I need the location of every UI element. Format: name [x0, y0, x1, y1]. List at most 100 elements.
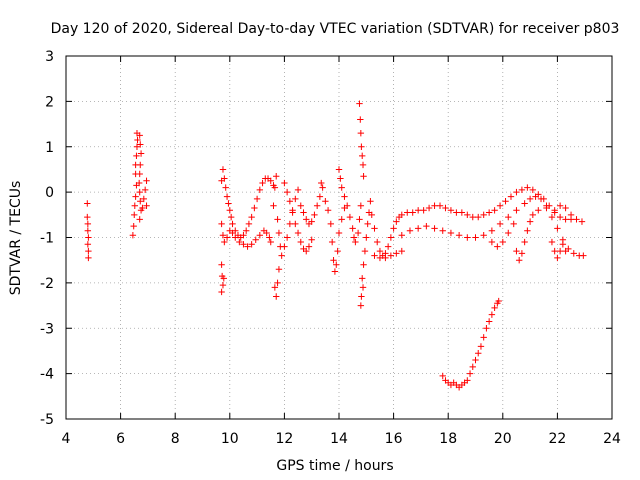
x-tick-label-14: 14 [330, 431, 348, 447]
data-point [458, 209, 466, 216]
data-point [225, 200, 232, 207]
x-tick-label-16: 16 [385, 431, 403, 447]
data-point [505, 213, 512, 221]
data-point [387, 234, 395, 241]
y-tick-label--4: -4 [40, 367, 54, 383]
data-point [133, 143, 141, 150]
data-point [485, 318, 493, 325]
data-point [129, 232, 137, 239]
data-point [252, 236, 259, 243]
data-point [84, 213, 91, 221]
data-point [480, 211, 487, 219]
data-point [453, 209, 460, 216]
data-point [221, 238, 228, 246]
data-point [496, 220, 504, 228]
data-point [140, 195, 148, 203]
data-point [513, 207, 520, 214]
data-point [414, 225, 422, 232]
data-point [292, 195, 299, 203]
data-point [84, 200, 91, 207]
data-point [84, 227, 92, 234]
data-point [567, 211, 575, 219]
data-point [223, 234, 231, 241]
data-point [273, 293, 280, 300]
data-point [352, 238, 359, 246]
x-tick-label-10: 10 [221, 431, 239, 447]
grid-lines [66, 56, 612, 419]
data-point [376, 254, 384, 262]
data-point [518, 186, 526, 194]
data-point [494, 243, 501, 250]
data-point [141, 186, 149, 194]
data-point [406, 227, 414, 234]
data-point [139, 204, 146, 212]
y-tick-label--3: -3 [40, 321, 54, 337]
data-point [488, 227, 496, 234]
data-point [137, 141, 144, 148]
data-point [469, 213, 476, 221]
data-point [491, 304, 498, 312]
data-point [496, 202, 504, 209]
data-point [273, 173, 280, 180]
data-point [136, 188, 143, 196]
x-tick-label-22: 22 [548, 431, 566, 447]
data-point [359, 284, 367, 291]
data-point [398, 247, 405, 255]
data-point [136, 170, 143, 178]
data-point [580, 252, 587, 259]
data-point [281, 179, 288, 187]
data-point [316, 193, 324, 200]
data-point [292, 220, 299, 228]
data-point [524, 184, 531, 191]
data-point [529, 211, 537, 219]
x-tick-label-12: 12 [275, 431, 293, 447]
data-point [134, 136, 141, 144]
data-point [227, 213, 235, 221]
data-point [551, 207, 558, 214]
data-point [556, 247, 564, 255]
data-point [85, 254, 92, 262]
data-point [251, 204, 258, 212]
data-point [559, 241, 567, 248]
y-tick-label-1: 1 [45, 140, 54, 156]
data-point [274, 216, 281, 223]
data-point [439, 372, 446, 380]
y-axis-tick-labels: -5 -4 -3 -2 -1 0 1 2 3 [40, 49, 54, 428]
data-point [248, 241, 255, 248]
data-point [222, 184, 229, 191]
data-point [274, 279, 281, 287]
data-point [330, 256, 337, 264]
data-point [436, 202, 444, 209]
data-point [425, 204, 433, 212]
data-point [220, 275, 227, 282]
data-point [488, 311, 496, 318]
y-tick-label--5: -5 [40, 412, 54, 428]
data-point [431, 225, 438, 232]
data-point [361, 247, 369, 255]
x-tick-label-8: 8 [171, 431, 180, 447]
data-point [322, 198, 329, 205]
series-tracks-a [84, 129, 326, 300]
x-axis-tick-labels: 4 6 8 10 12 14 16 18 20 22 24 [62, 431, 621, 447]
data-point [232, 234, 239, 241]
data-point [442, 204, 449, 212]
data-point [240, 241, 247, 248]
data-point [368, 211, 375, 219]
data-point [447, 229, 455, 237]
data-point [409, 209, 416, 216]
data-point [85, 234, 92, 241]
data-point [267, 238, 274, 246]
data-point [477, 343, 485, 350]
data-point [218, 220, 225, 228]
data-point [393, 250, 400, 257]
data-point [374, 238, 381, 246]
data-point [263, 229, 270, 237]
data-point [485, 209, 493, 216]
data-point [464, 234, 471, 241]
data-point [328, 238, 336, 246]
data-point [338, 216, 345, 223]
data-point [283, 188, 291, 196]
data-point [439, 227, 446, 234]
data-point [447, 207, 455, 214]
